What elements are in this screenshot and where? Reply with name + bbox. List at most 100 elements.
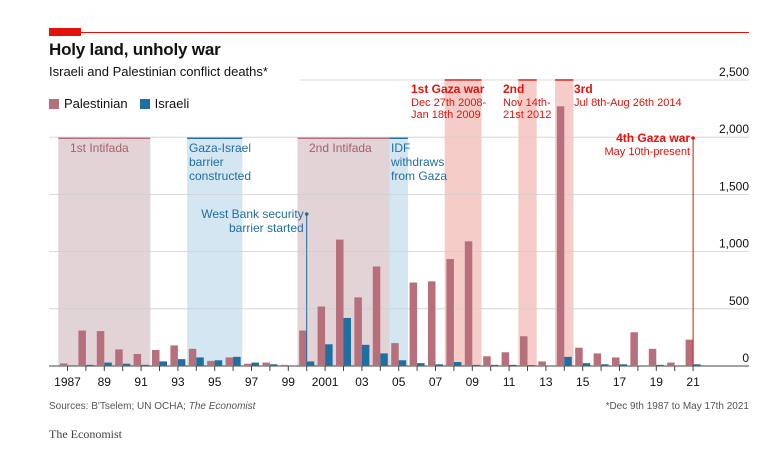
x-tick-label-9: 05 [392,375,406,389]
bar-israeli-2002 [343,317,351,366]
bar-israeli-2021 [693,364,701,366]
bar-palestinian-2019 [648,348,657,366]
y-tick-label-0: 0 [742,351,749,365]
x-tick-label-13: 13 [539,375,553,389]
bar-palestinian-2003 [354,297,362,366]
bar-israeli-2019 [656,364,664,366]
bar-israeli-1993 [177,359,186,366]
bar-israeli-2000 [306,361,315,366]
x-tick-label-17: 21 [686,375,700,389]
bar-israeli-2010 [490,364,499,366]
bar-palestinian-1988 [78,330,86,366]
y-tick-label-4: 2,000 [719,122,749,136]
period-shade-5 [518,79,537,366]
x-tick-label-2: 91 [134,375,148,389]
period-label-3rd-gaza-war: 3rd [574,82,593,96]
brand-logo-text: The Economist [49,427,122,441]
bar-palestinian-2012 [520,336,528,366]
period-detail-1st-gaza-war-line-0: Dec 27th 2008- [411,97,487,109]
chart-title: Holy land, unholy war [49,40,221,59]
bar-palestinian-1992 [152,349,160,366]
legend-swatch-israeli [139,98,150,109]
x-tick-label-1: 89 [98,375,112,389]
bar-palestinian-2011 [501,352,510,366]
x-tick-label-4: 95 [208,375,222,389]
bar-israeli-2018 [637,365,646,366]
bar-israeli-1997 [251,362,259,366]
y-tick-label-1: 500 [729,294,749,308]
bar-israeli-2003 [361,344,370,366]
footnote: *Dec 9th 1987 to May 17th 2021 [605,401,749,412]
annotation-label-west-bank-line-0: West Bank security [201,207,303,221]
bar-palestinian-1995 [207,360,215,366]
period-label-1st-intifada: 1st Intifada [70,141,129,155]
bar-israeli-1990 [122,363,131,366]
y-tick-label-2: 1,000 [719,237,749,251]
period-label-gaza-barrier-line-0: Gaza-Israel [189,141,251,155]
bar-israeli-2005 [398,360,407,366]
period-label-2nd-intifada: 2nd Intifada [309,141,372,155]
chart-subtitle: Israeli and Palestinian conflict deaths* [49,64,268,79]
bar-palestinian-2015 [575,347,583,366]
bar-israeli-2011 [509,364,517,366]
bar-israeli-1994 [196,357,204,366]
bar-israeli-1991 [141,364,149,366]
bar-israeli-2014 [564,356,572,366]
bar-israeli-1996 [233,356,241,366]
bar-palestinian-1998 [262,362,270,366]
bar-israeli-2009 [472,364,480,366]
y-tick-label-5: 2,500 [719,65,749,79]
source-note: Sources: B'Tselem; UN OCHA; The Economis… [49,401,255,412]
x-tick-label-0: 1987 [54,375,81,389]
period-edge-1 [187,137,243,139]
bar-palestinian-1987 [60,363,68,366]
bar-israeli-2016 [601,364,609,366]
bar-israeli-1992 [159,361,167,366]
bar-israeli-2015 [582,363,591,366]
period-detail-2nd-gaza-war-line-1: 21st 2012 [503,109,551,121]
bar-israeli-1995 [214,360,223,366]
annotation-dot-west-bank [304,212,309,216]
x-tick-label-3: 93 [171,375,185,389]
x-tick-label-15: 17 [613,375,627,389]
bar-palestinian-1991 [133,353,142,366]
annotation-dot-4th-gaza-war [691,136,695,140]
bar-palestinian-2014 [556,106,565,366]
bar-palestinian-2001 [317,306,326,366]
bar-israeli-2004 [380,353,388,366]
bar-israeli-1999 [288,365,296,366]
x-tick-label-14: 15 [576,375,590,389]
y-tick-label-3: 1,500 [719,179,749,193]
top-rule [49,32,749,33]
period-edge-3 [389,137,408,139]
annotation-detail-4th-gaza-war: May 10th-present [604,146,690,158]
x-tick-label-5: 97 [245,375,259,389]
period-edge-2 [297,137,390,139]
bar-palestinian-2018 [630,332,638,366]
x-tick-label-16: 19 [650,375,664,389]
legend-item-palestinian: Palestinian [49,96,128,111]
annotation-label-west-bank-line-1: barrier started [229,221,304,235]
x-tick-label-7: 2001 [312,375,339,389]
bar-israeli-2006 [417,363,425,366]
period-label-idf-withdraws-line-1: withdraws [390,155,444,169]
bar-palestinian-2000 [299,330,307,366]
bar-palestinian-2002 [336,239,344,366]
period-label-idf-withdraws-line-2: from Gaza [391,169,447,183]
bar-palestinian-2006 [409,282,418,366]
x-tick-label-11: 09 [466,375,480,389]
bar-palestinian-2009 [464,241,473,366]
period-label-2nd-gaza-war: 2nd [503,82,524,96]
period-detail-1st-gaza-war-line-1: Jan 18th 2009 [411,109,481,121]
x-tick-label-12: 11 [503,375,516,389]
bar-palestinian-1996 [225,357,234,366]
period-label-gaza-barrier-line-2: constructed [189,169,251,183]
bar-palestinian-2020 [667,362,675,366]
period-edge-0 [58,137,151,139]
bar-palestinian-1989 [96,331,105,366]
bar-israeli-1998 [269,364,278,366]
bar-palestinian-1990 [115,349,123,366]
bar-palestinian-2007 [428,281,436,366]
